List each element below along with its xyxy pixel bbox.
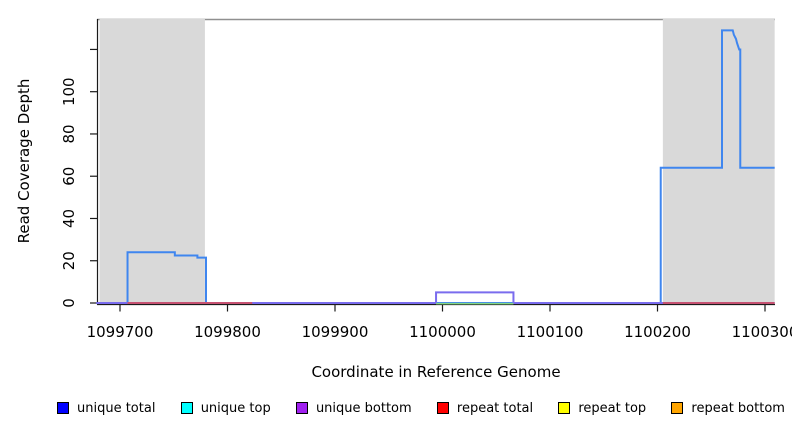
legend-item-unique-total: unique total	[57, 401, 155, 416]
y-tick-label: 20	[60, 251, 78, 270]
y-tick-label: 60	[60, 167, 78, 186]
legend-swatch-icon	[57, 402, 69, 414]
y-tick-label: 100	[60, 77, 78, 106]
legend-label: unique top	[200, 400, 271, 416]
legend-label: repeat top	[578, 400, 647, 416]
legend-label: repeat bottom	[691, 400, 785, 416]
legend-item-unique-top: unique top	[180, 400, 271, 416]
repeat-region-right	[662, 19, 775, 304]
x-axis-title: Coordinate in Reference Genome	[311, 363, 560, 381]
x-tick-label: 1099700	[87, 323, 154, 341]
series-unique-total	[96, 29, 775, 304]
x-tick-label: 1099900	[302, 323, 369, 341]
legend-swatch-icon	[295, 402, 308, 414]
legend-swatch-icon	[671, 402, 684, 414]
y-tick-label: 40	[60, 209, 78, 228]
y-axis-title: Read Coverage Depth	[15, 79, 33, 244]
chart-layer: 1099700 1099800 1099900 1100000 1100100 11002…	[60, 18, 792, 341]
legend-item-repeat-bottom: repeat bottom	[671, 401, 785, 416]
y-tick-label: 0	[60, 298, 78, 308]
legend-item-repeat-top: repeat top	[558, 401, 646, 416]
x-tick-label: 1100100	[517, 323, 584, 341]
legend-label: repeat total	[456, 400, 534, 416]
legend-label: unique bottom	[315, 400, 412, 416]
x-tick-label: 1100000	[409, 323, 476, 341]
legend-item-repeat-total: repeat total	[436, 400, 534, 416]
legend-swatch-icon	[180, 402, 193, 414]
y-tick-label: 80	[60, 124, 78, 143]
legend-label: unique total	[77, 400, 156, 416]
repeat-region-left	[99, 19, 205, 304]
x-tick-label: 1099800	[194, 323, 261, 341]
legend-item-unique-bottom: unique bottom	[295, 400, 412, 416]
x-tick-label: 1100300	[732, 323, 792, 341]
legend-swatch-icon	[436, 402, 449, 414]
legend-swatch-icon	[558, 402, 571, 414]
x-tick-label: 1100200	[624, 323, 691, 341]
series-unique-bottom	[96, 291, 775, 304]
legend: unique total unique top unique bottom repea…	[57, 399, 785, 417]
